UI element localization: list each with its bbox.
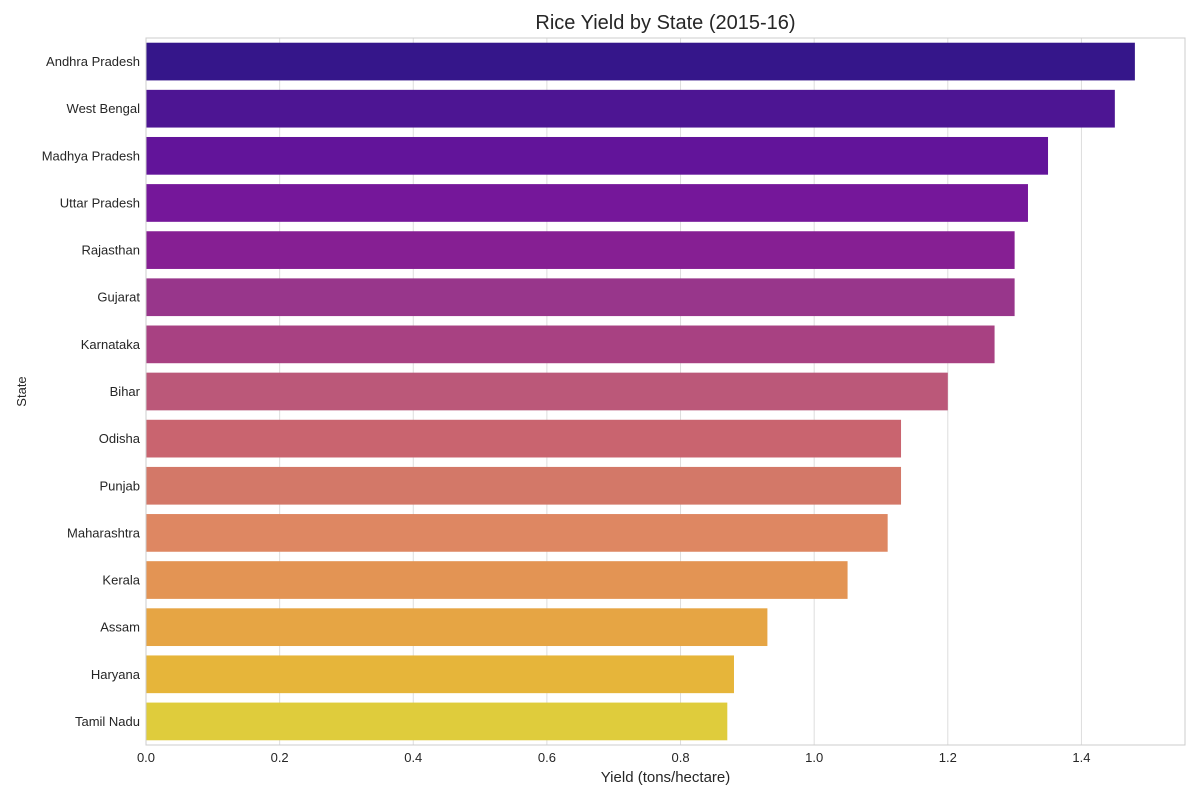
bar bbox=[146, 372, 948, 411]
bar bbox=[146, 42, 1135, 81]
y-tick-label: Bihar bbox=[110, 384, 141, 399]
y-tick-label: Madhya Pradesh bbox=[42, 148, 140, 163]
x-tick-label: 1.0 bbox=[805, 750, 823, 765]
x-tick-label: 0.8 bbox=[671, 750, 689, 765]
bar bbox=[146, 655, 734, 694]
x-tick-label: 1.2 bbox=[939, 750, 957, 765]
y-tick-label: Karnataka bbox=[81, 337, 141, 352]
y-tick-label: Haryana bbox=[91, 667, 141, 682]
bar bbox=[146, 561, 848, 599]
y-tick-label: Gujarat bbox=[97, 290, 140, 305]
y-axis-label: State bbox=[14, 376, 29, 406]
bar bbox=[146, 466, 902, 505]
bar bbox=[146, 514, 888, 552]
x-tick-labels: 0.0 0.2 0.4 0.6 0.8 1.0 1.2 1.4 bbox=[137, 750, 1091, 765]
bar bbox=[146, 608, 768, 647]
x-tick-label: 0.2 bbox=[271, 750, 289, 765]
x-tick-label: 0.4 bbox=[404, 750, 422, 765]
x-tick-label: 0.6 bbox=[538, 750, 556, 765]
y-tick-label: Punjab bbox=[100, 478, 140, 493]
bar bbox=[146, 325, 995, 364]
x-tick-label: 1.4 bbox=[1072, 750, 1090, 765]
y-tick-label: Odisha bbox=[99, 431, 141, 446]
bar bbox=[146, 136, 1049, 175]
bar bbox=[146, 419, 902, 458]
bars bbox=[146, 42, 1135, 741]
x-axis-label: Yield (tons/hectare) bbox=[601, 769, 731, 786]
y-tick-label: Kerala bbox=[102, 573, 140, 588]
y-tick-label: West Bengal bbox=[67, 101, 141, 116]
x-tick-label: 0.0 bbox=[137, 750, 155, 765]
bar bbox=[146, 702, 728, 741]
y-tick-label: Assam bbox=[100, 620, 140, 635]
y-tick-labels: Andhra Pradesh West Bengal Madhya Pradesh U… bbox=[42, 54, 141, 729]
y-tick-label: Uttar Pradesh bbox=[60, 195, 140, 210]
bar bbox=[146, 89, 1115, 128]
chart-title: Rice Yield by State (2015-16) bbox=[535, 12, 795, 34]
y-tick-label: Andhra Pradesh bbox=[46, 54, 140, 69]
y-tick-label: Maharashtra bbox=[67, 525, 141, 540]
bar bbox=[146, 184, 1028, 222]
y-tick-label: Tamil Nadu bbox=[75, 714, 140, 729]
bar bbox=[146, 231, 1015, 269]
plot-frame bbox=[145, 37, 1186, 746]
bar bbox=[146, 278, 1015, 317]
y-tick-label: Rajasthan bbox=[81, 243, 140, 258]
